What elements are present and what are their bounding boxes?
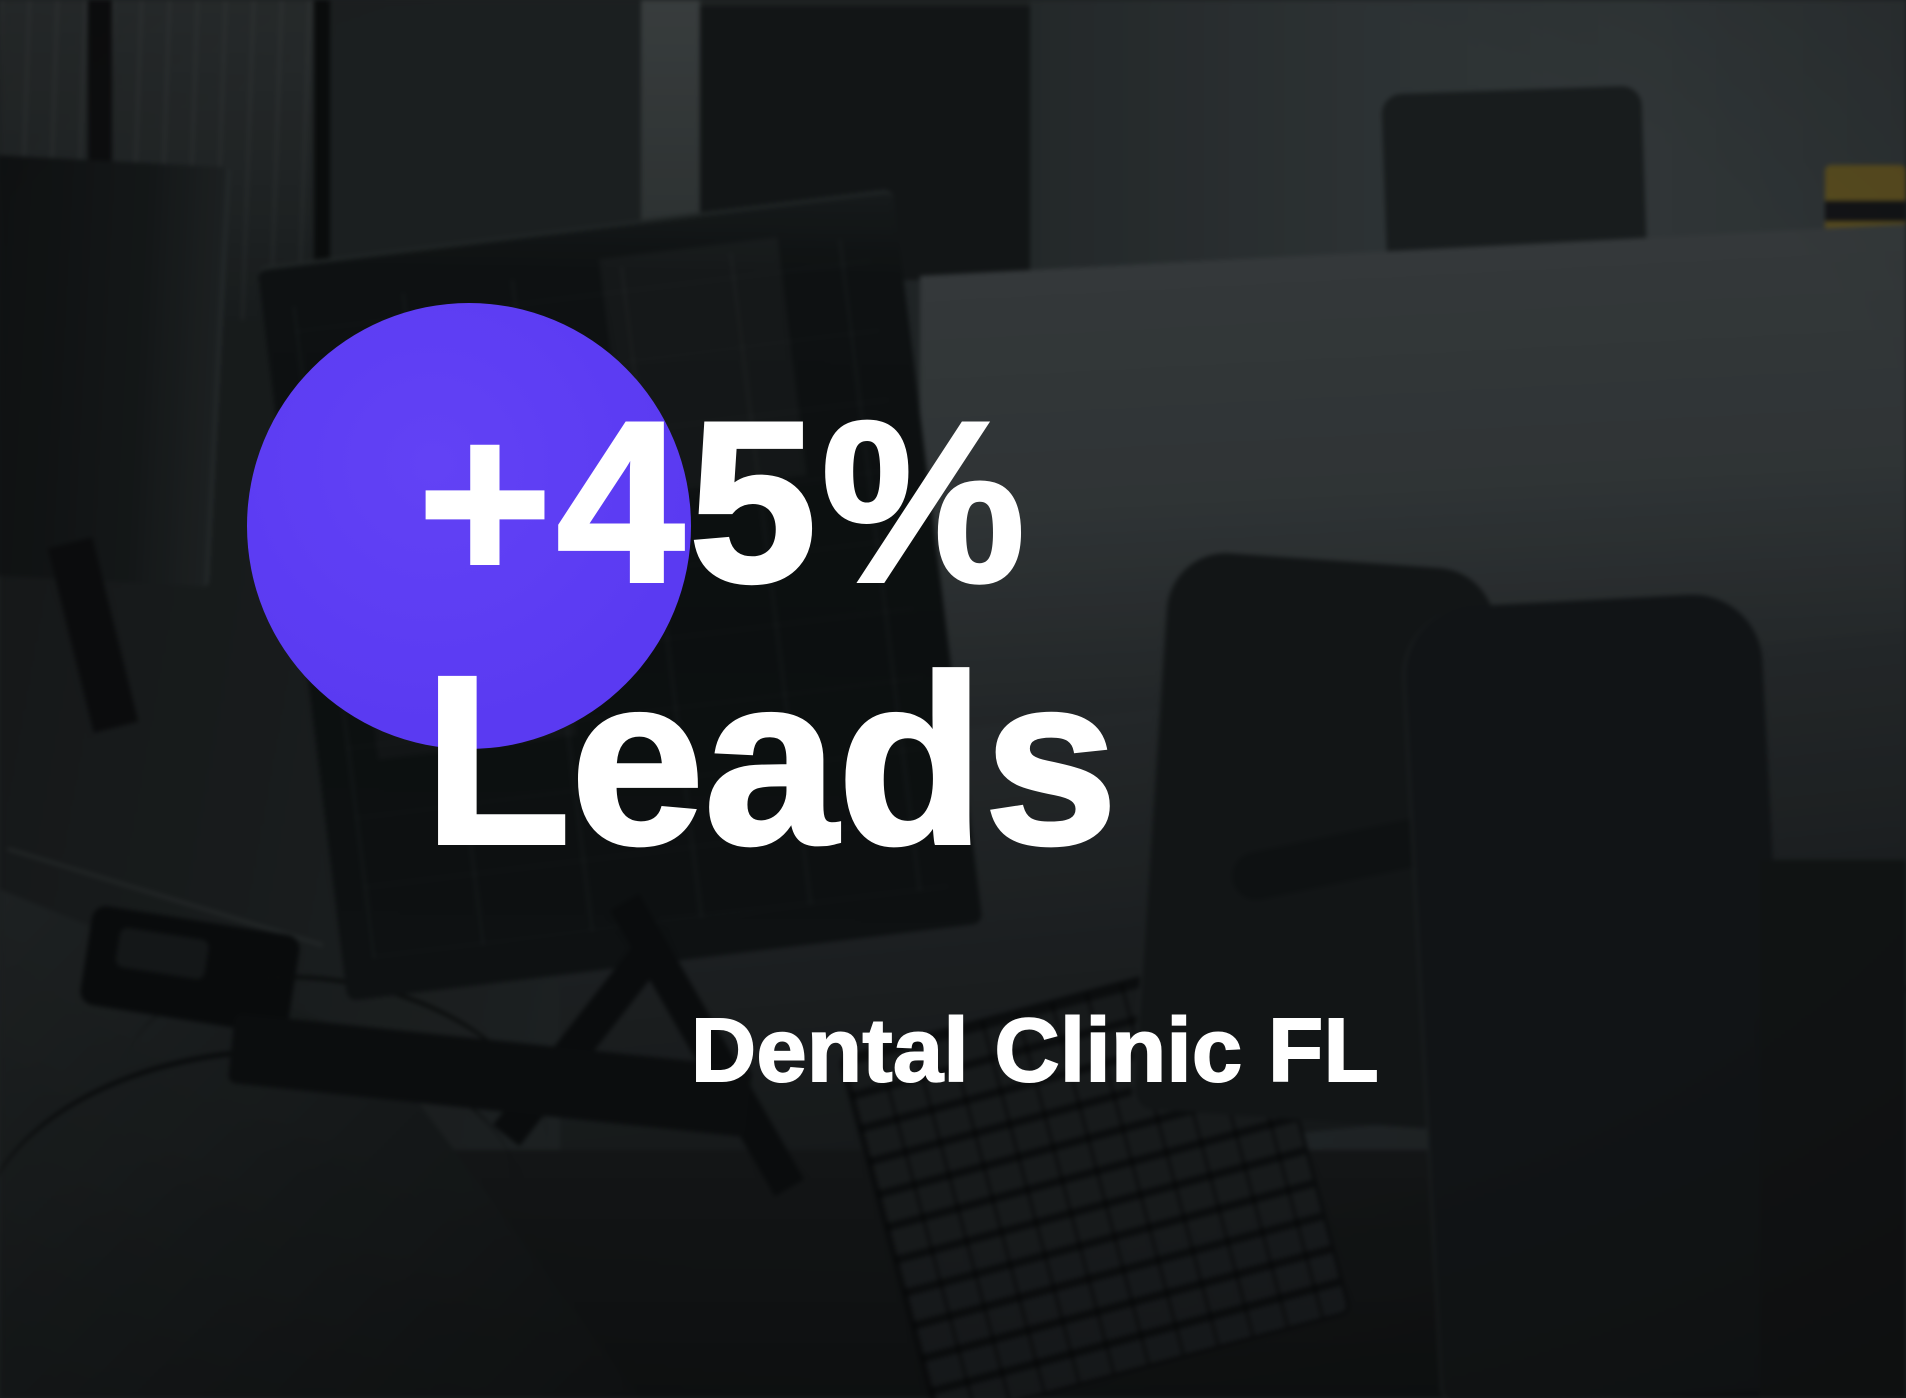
client-name: Dental Clinic FL	[690, 1001, 1380, 1101]
stat-headline: +45%	[416, 374, 1031, 630]
accent-circle	[247, 303, 691, 749]
metric-headline: Leads	[422, 626, 1120, 894]
